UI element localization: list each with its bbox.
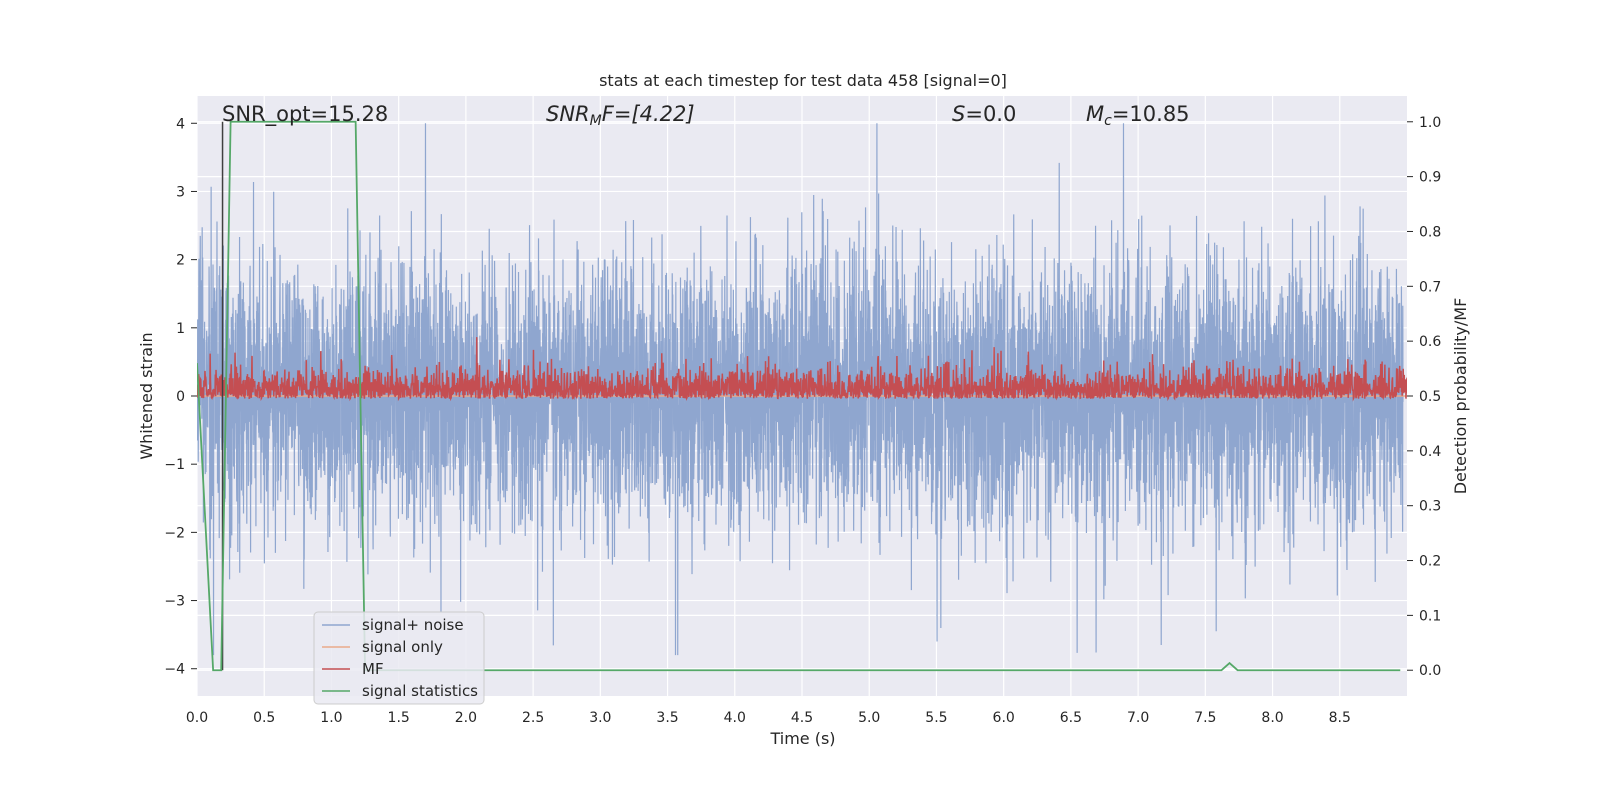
y2-tick-label: 0.7 [1419,279,1441,295]
legend-label-mf: MF [362,660,384,678]
annotation-snr-opt: SNR_opt=15.28 [222,102,388,127]
x-tick-label: 2.5 [522,710,544,726]
y-tick-label: −4 [164,662,185,678]
y-axis-label: Whitened strain [137,332,156,459]
x-axis: 0.0 0.5 1.0 1.5 2.0 2.5 3.0 3.5 4.0 4.5 5.0 5.5 6.0 6… [186,710,1351,726]
series-mf [197,337,1407,402]
y2-tick-label: 0.3 [1419,499,1441,515]
legend-box [313,611,485,705]
legend-label-signal-only: signal only [362,638,443,656]
x-tick-label: 4.5 [791,710,813,726]
y2-tick-label: 0.2 [1419,554,1441,570]
x-tick-label: 3.5 [656,710,678,726]
y-tick-label: 4 [176,116,185,132]
x-tick-label: 1.5 [388,710,410,726]
y-tick-label: 2 [176,253,185,269]
annotation-mc: Mc=10.85 [1086,102,1190,129]
y2-tick-label: 1.0 [1419,115,1441,131]
x-tick-label: 4.0 [724,710,746,726]
x-tick-label: 3.0 [589,710,611,726]
y2-tick-label: 0.1 [1419,608,1441,624]
y-tick-label: 3 [176,184,185,200]
y2-tick-label: 0.4 [1419,444,1441,460]
x-tick-label: 5.0 [858,710,880,726]
y-tick-label: −3 [164,594,185,610]
plot-area [197,120,1407,672]
x-tick-label: 1.0 [320,710,342,726]
x-tick-label: 0.5 [253,710,275,726]
x-tick-label: 8.0 [1261,710,1283,726]
legend-label-signal-noise: signal+ noise [362,616,464,634]
y-tick-label: 0 [176,389,185,405]
y2-tick-label: 0.6 [1419,334,1441,350]
y-axis-right: 1.0 0.9 0.8 0.7 0.6 0.5 0.4 0.3 0.2 0.1 0.0 [1407,115,1441,679]
series-signal-statistics [197,120,1401,672]
y2-tick-label: 0.9 [1419,170,1441,186]
x-tick-label: 8.5 [1329,710,1351,726]
y-tick-label: −2 [164,525,185,541]
x-tick-label: 0.0 [186,710,208,726]
x-tick-label: 6.0 [993,710,1015,726]
chart-title: stats at each timestep for test data 458… [599,71,1007,90]
annotation-s: S=0.0 [952,102,1016,126]
x-tick-label: 2.0 [455,710,477,726]
x-axis-label: Time (s) [769,729,835,748]
x-tick-label: 5.5 [925,710,947,726]
x-tick-label: 7.5 [1194,710,1216,726]
y2-tick-label: 0.0 [1419,663,1441,679]
y2-tick-label: 0.8 [1419,224,1441,240]
annotation-snr-mf: SNRMF=[4.22] [546,102,695,129]
x-tick-label: 7.0 [1127,710,1149,726]
y2-axis-label: Detection probability/MF [1451,298,1470,495]
y-tick-label: −1 [164,457,185,473]
legend: signal+ noise signal only MF signal stat… [313,611,485,705]
y2-tick-label: 0.5 [1419,389,1441,405]
x-tick-label: 6.5 [1060,710,1082,726]
y-axis-left: 4 3 2 1 0 −1 −2 −3 −4 [164,116,197,678]
legend-label-signal-statistics: signal statistics [362,682,478,700]
y-tick-label: 1 [176,321,185,337]
